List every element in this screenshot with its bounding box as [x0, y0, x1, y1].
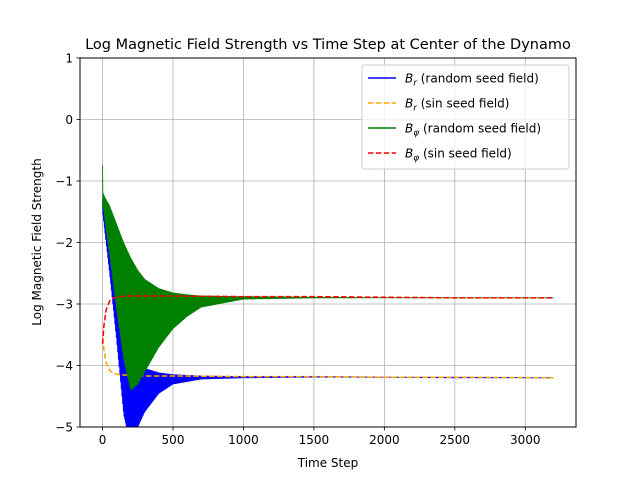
- legend-subscript: φ: [413, 154, 419, 164]
- y-tick-label: 0: [65, 113, 73, 127]
- x-tick-label: 2500: [440, 433, 471, 447]
- series-line-1: [101, 337, 554, 379]
- legend: Br (random seed field)Br (sin seed field…: [361, 64, 570, 170]
- y-axis-label: Log Magnetic Field Strength: [30, 158, 44, 325]
- x-tick-label: 500: [162, 433, 185, 447]
- legend-label: (random seed field): [419, 122, 541, 136]
- legend-box: [361, 64, 570, 170]
- legend-symbol: B: [405, 147, 413, 161]
- series-line-3: [101, 295, 554, 345]
- legend-symbol: B: [405, 122, 413, 136]
- chart-title: Log Magnetic Field Strength vs Time Step…: [85, 37, 571, 53]
- x-axis-label: Time Step: [297, 456, 359, 470]
- x-tick-label: 1000: [228, 433, 259, 447]
- legend-symbol: B: [405, 72, 413, 86]
- y-tick-label: −1: [55, 174, 73, 188]
- x-tick-label: 0: [99, 433, 107, 447]
- x-tick-label: 2000: [369, 433, 400, 447]
- y-tick-label: −3: [55, 297, 73, 311]
- legend-subscript: r: [413, 79, 418, 89]
- legend-entry: Br (random seed field): [405, 72, 539, 89]
- legend-label: (sin seed field): [417, 97, 510, 111]
- x-tick-label: 3000: [510, 433, 541, 447]
- legend-label: (random seed field): [417, 72, 539, 86]
- legend-subscript: φ: [413, 129, 419, 139]
- ticks: 0 500 1000 1500 2000 2500 3000 −5 −4 −3 −2 −1 0 1: [55, 51, 540, 447]
- legend-entry: Bφ (sin seed field): [405, 147, 512, 164]
- series-layer: [101, 165, 554, 427]
- legend-label: (sin seed field): [419, 147, 512, 161]
- y-tick-label: −2: [55, 236, 73, 250]
- x-tick-label: 1500: [299, 433, 330, 447]
- legend-symbol: B: [405, 97, 413, 111]
- y-tick-label: 1: [65, 51, 73, 65]
- legend-entry: Bφ (random seed field): [405, 122, 541, 139]
- legend-entry: Br (sin seed field): [405, 97, 509, 114]
- legend-subscript: r: [413, 104, 418, 114]
- y-tick-label: −4: [55, 359, 73, 373]
- y-tick-label: −5: [55, 420, 73, 434]
